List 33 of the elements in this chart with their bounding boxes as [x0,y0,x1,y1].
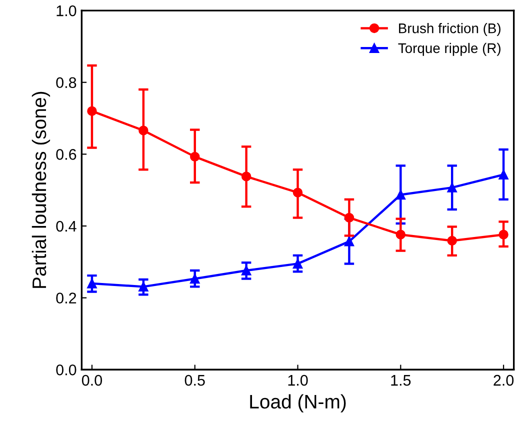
x-tick-label: 0.0 [82,374,102,386]
y-tick-label: 0.2 [56,292,76,304]
y-tick-label: 0.4 [56,220,76,232]
x-tick-label: 1.0 [288,374,308,386]
point [498,230,508,240]
y-tick-label: 0.0 [56,364,76,376]
legend-label: Torque ripple (R) [398,42,500,56]
point [498,170,508,180]
x-tick-label: 2.0 [494,374,514,386]
point [138,126,148,136]
point [344,212,354,223]
point [447,236,457,246]
y-tick-label: 1.0 [56,5,76,16]
point [396,190,406,200]
point [241,172,252,182]
y-axis-title: Partial loudness (sone) [32,92,50,288]
y-tick-label: 0.6 [56,149,76,160]
legend-label: Brush friction (B) [399,23,500,36]
point [344,236,354,246]
point [447,182,457,192]
point [87,106,97,116]
point [138,282,148,292]
point [292,258,303,269]
point [87,278,97,288]
y-tick-label: 0.8 [56,77,76,88]
point [190,152,200,162]
x-tick-label: 0.5 [184,374,205,386]
point [190,274,200,284]
point [241,266,252,276]
x-tick-label: 1.5 [391,375,411,386]
point [292,188,303,198]
point [396,230,406,240]
x-axis-title: Load (N-m) [250,394,346,412]
